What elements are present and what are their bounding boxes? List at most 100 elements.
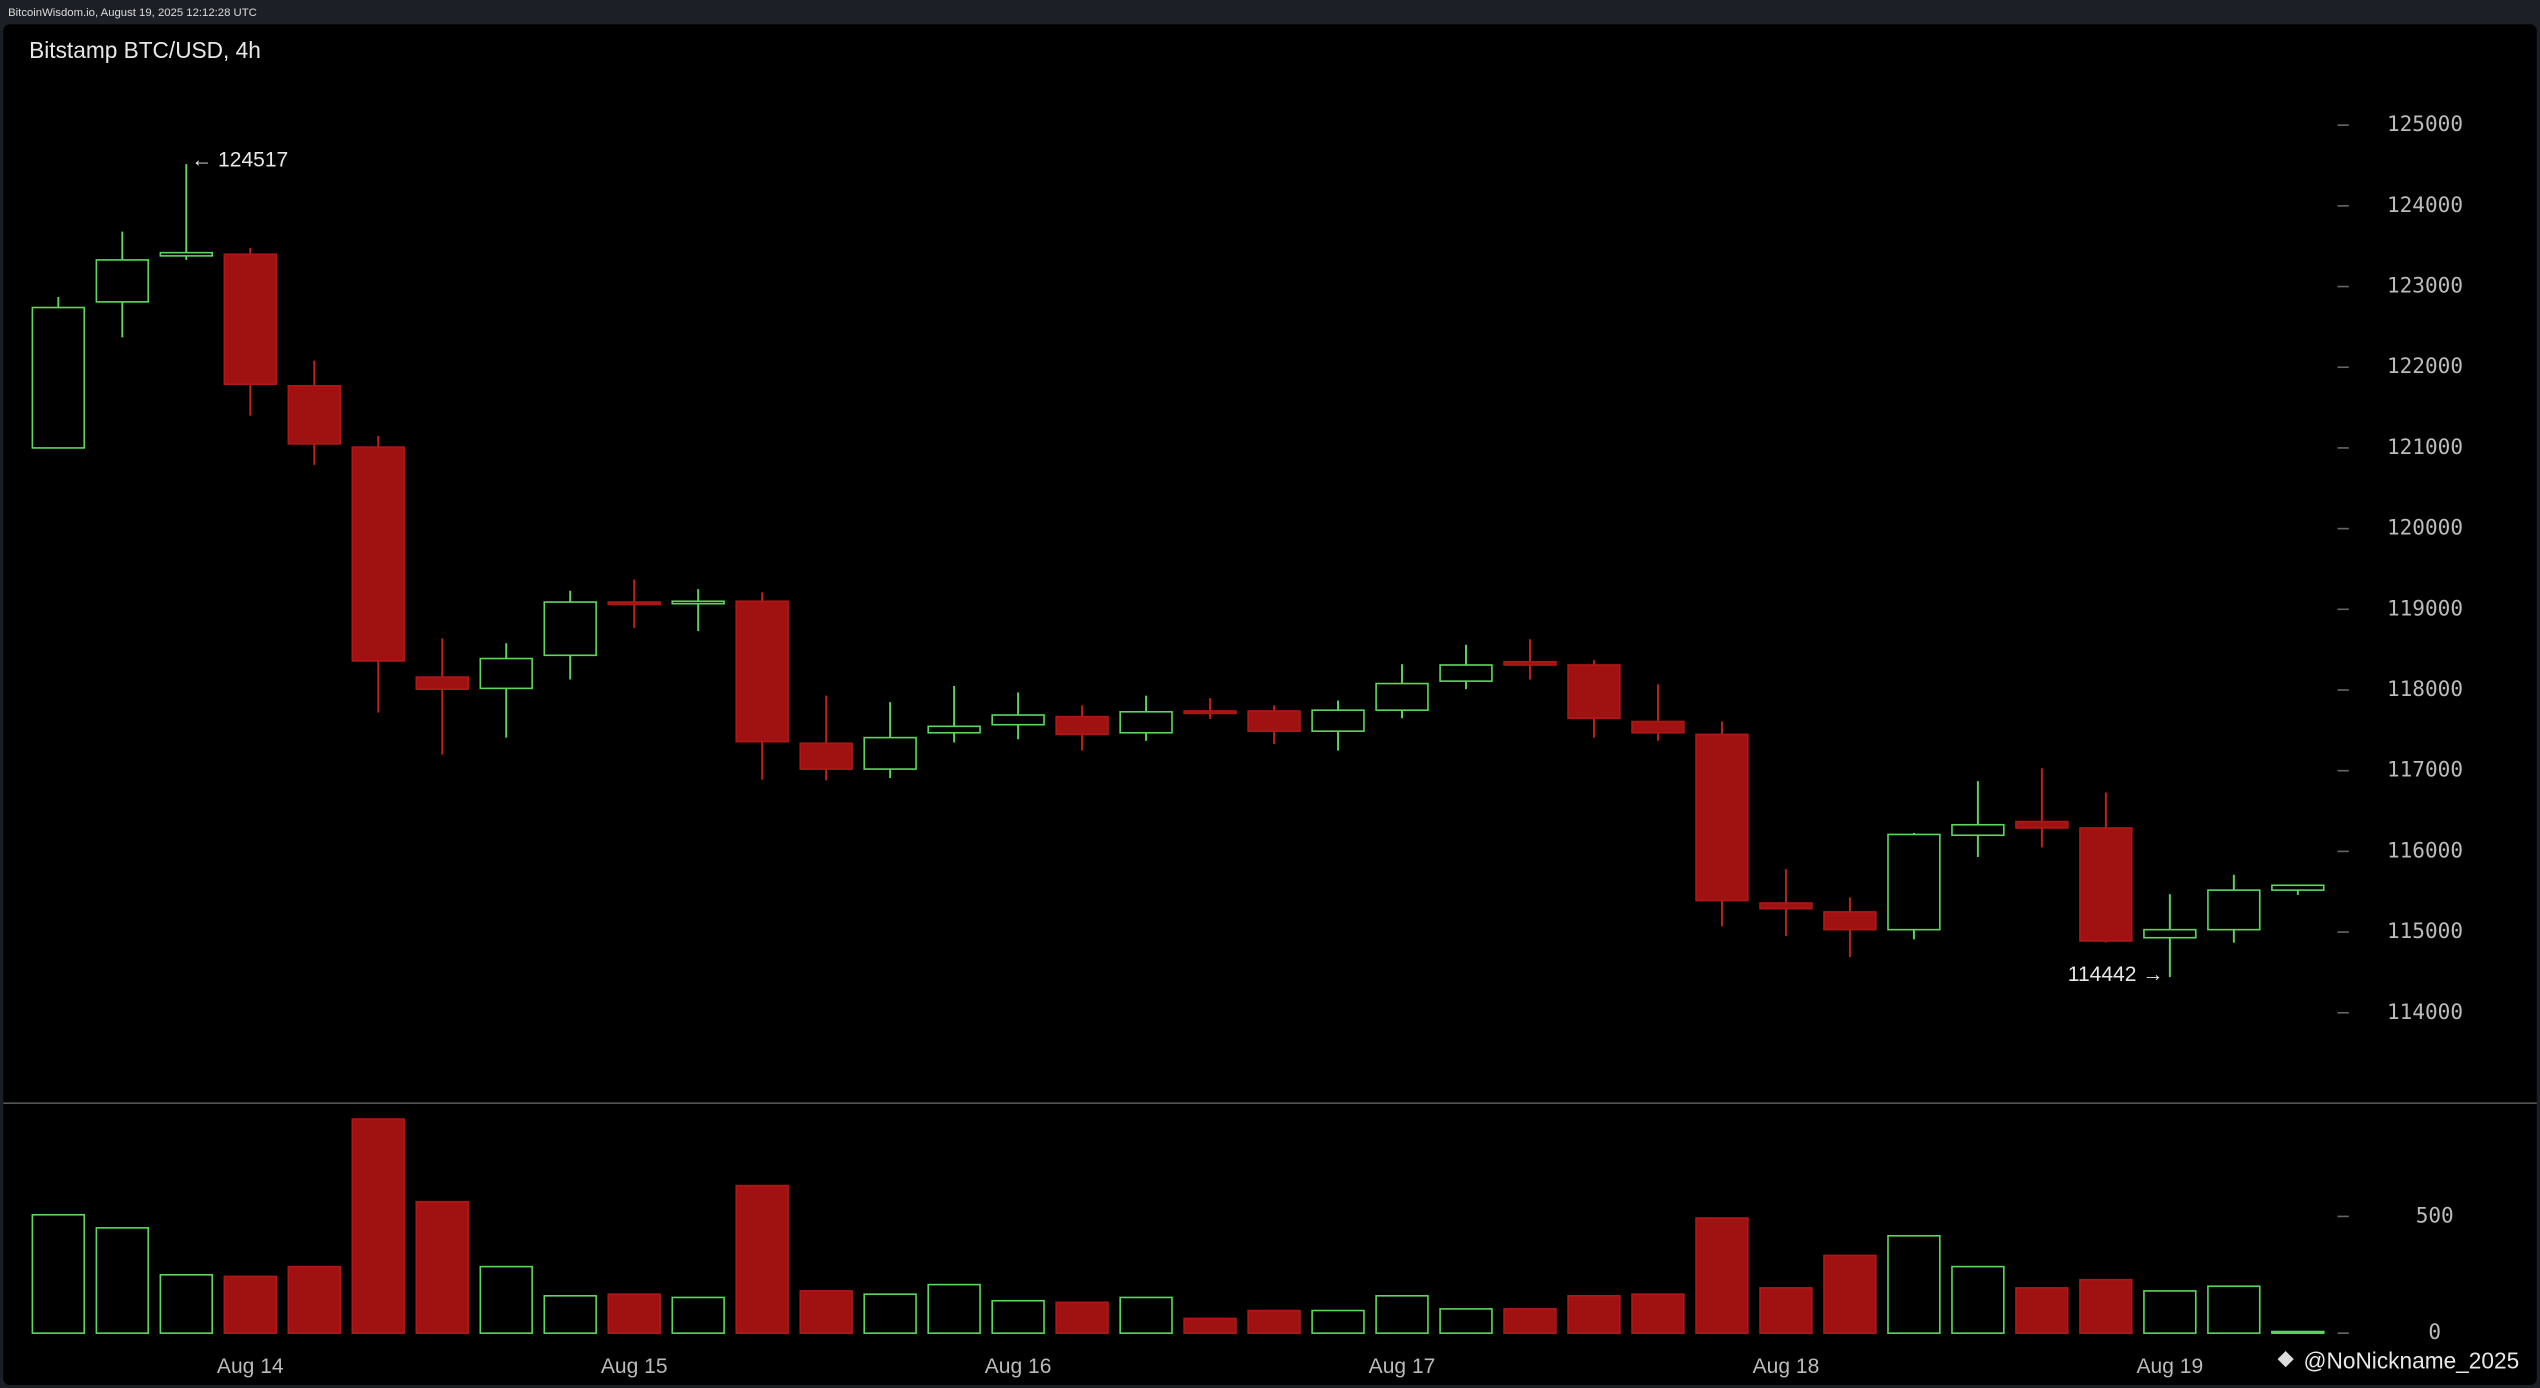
volume-bar [735,1184,789,1334]
candle-body [223,253,278,385]
y-tick-label: 121000 [2387,434,2463,459]
y-tick-label: 117000 [2387,757,2463,782]
volume-bar [927,1283,981,1334]
y-tick-label: 123000 [2387,273,2463,298]
volume-bar [1183,1317,1237,1334]
y-tick-label: 500 [2416,1202,2454,1227]
candle-body [1055,715,1109,736]
volume-bar [2207,1285,2261,1334]
candle-body [927,725,981,734]
volume-bar [223,1275,278,1334]
candle-body [1375,682,1429,711]
volume-bar [671,1296,725,1334]
x-tick-label: Aug 17 [1369,1355,1436,1378]
candle-body [1823,911,1877,931]
volume-bar [415,1200,469,1334]
volume-bar [95,1227,150,1334]
watermark-icon [2277,1350,2294,1368]
volume-bar [607,1293,661,1334]
candle-body [1503,660,1557,666]
volume-bar [287,1265,341,1334]
chart-panel [3,24,2537,1386]
candle-body [863,736,917,770]
volume-bar [351,1118,405,1334]
volume-bar [1375,1295,1429,1334]
header: BitcoinWisdom.io, August 19, 2025 12:12:… [8,7,257,19]
volume-bar [1759,1287,1813,1334]
volume-bar [799,1290,853,1334]
candle-body [1119,710,1173,734]
candle-body [1951,823,2005,837]
x-tick-label: Aug 18 [1753,1355,1820,1378]
candle-body [735,600,789,743]
candle-body [415,676,469,691]
volume-bar [991,1299,1045,1334]
candle-body [287,384,341,445]
y-tick-label: 114000 [2387,999,2463,1024]
volume-bar [1439,1308,1493,1334]
volume-bar [1567,1295,1621,1334]
y-tick-label: 122000 [2387,353,2463,378]
candle-body [671,600,725,605]
y-tick-label: 119000 [2387,595,2463,620]
candle-body [799,742,853,770]
candle-body [1695,733,1749,902]
volume-bar [863,1293,917,1334]
candle-body [351,446,405,662]
y-tick-label: 116000 [2387,837,2463,862]
volume-bar [1119,1296,1173,1334]
x-tick-label: Aug 16 [985,1355,1052,1378]
volume-bar [2015,1287,2069,1334]
x-tick-label: Aug 14 [217,1355,284,1378]
y-tick-label: 115000 [2387,918,2463,943]
candle-body [1247,710,1301,732]
candle-body [2079,827,2133,942]
y-tick-label: 125000 [2387,111,2463,136]
volume-bar [1055,1301,1109,1334]
y-tick-label: 0 [2428,1319,2441,1344]
x-tick-label: Aug 19 [2136,1355,2203,1378]
volume-bar [1887,1234,1941,1334]
candle-body [1887,833,1941,931]
annotation: ← 124517 [191,148,288,171]
y-tick-label: 124000 [2387,192,2463,217]
candle-body [1567,664,1621,720]
volume-bar [1311,1309,1365,1334]
x-tick-label: Aug 15 [601,1355,668,1378]
candle-body [543,601,597,657]
volume-bar [1631,1293,1685,1334]
candle-body [991,714,1045,726]
chart-title: Bitstamp BTC/USD, 4h [29,37,261,63]
volume-bar [1951,1265,2005,1334]
candle-body [2207,889,2261,931]
volume-bar [2079,1278,2133,1334]
candle-body [31,306,86,449]
annotation: 114442 → [2068,963,2164,986]
candle-body [2015,820,2069,829]
candle-body [1183,710,1237,715]
volume-bar [31,1213,86,1334]
candle-body [95,259,150,303]
volume-bar [543,1295,597,1334]
y-tick-label: 118000 [2387,676,2463,701]
volume-bar [2271,1330,2325,1334]
candle-body [1439,664,1493,682]
candle-body [607,601,661,606]
candle-body [1311,709,1365,732]
volume-bar [1247,1309,1301,1334]
watermark: @NoNickname_2025 [2277,1347,2519,1373]
candle-body [2143,928,2197,939]
candle-body [2271,884,2325,891]
candle-body [1759,902,1813,910]
watermark-text: @NoNickname_2025 [2303,1347,2519,1373]
volume-bar [1823,1254,1877,1334]
volume-bar [1503,1308,1557,1334]
volume-bar [1695,1217,1749,1334]
candle-body [479,657,533,690]
volume-bar [2143,1290,2197,1334]
volume-bar [159,1273,214,1334]
volume-bar [479,1265,533,1334]
